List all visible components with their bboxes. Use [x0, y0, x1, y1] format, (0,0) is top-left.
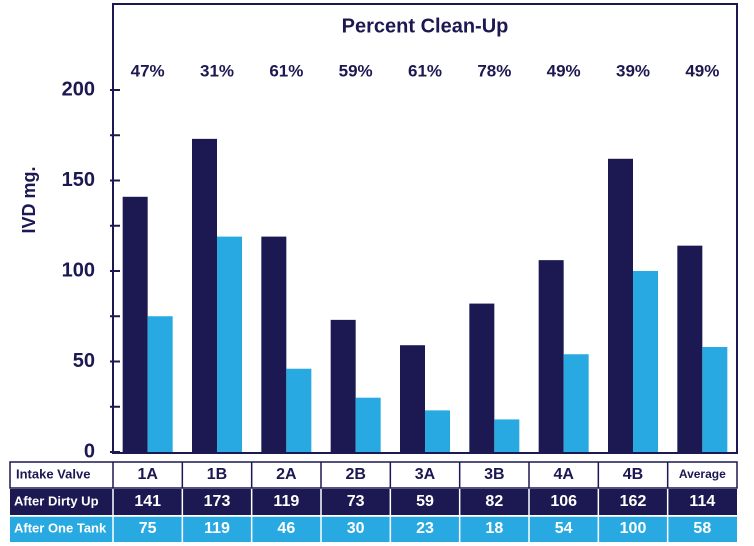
- chart-title: Percent Clean-Up: [342, 15, 509, 37]
- table-row-bg: [9, 461, 738, 489]
- category-label: 1A: [137, 466, 158, 483]
- category-label: 2A: [276, 466, 297, 483]
- table-row-bg: [10, 516, 737, 542]
- category-label: Average: [679, 467, 726, 481]
- percent-label: 39%: [616, 61, 650, 80]
- bar: [400, 345, 425, 452]
- percent-label: 31%: [200, 61, 234, 80]
- table-value: 173: [204, 493, 231, 510]
- bar: [702, 347, 728, 452]
- bar: [330, 319, 356, 452]
- y-tick-label: 150: [62, 169, 95, 191]
- bar: [538, 260, 564, 452]
- bar: [677, 245, 703, 452]
- category-label: 4B: [623, 466, 643, 483]
- category-label: 4A: [553, 466, 574, 483]
- bar: [563, 354, 589, 452]
- percent-label: 59%: [339, 61, 373, 80]
- table-value: 119: [204, 520, 230, 537]
- table-row-bg: [10, 489, 737, 515]
- percent-label: 78%: [477, 61, 511, 80]
- bar: [217, 236, 242, 452]
- percent-label: 49%: [547, 61, 581, 80]
- category-label: 3A: [415, 466, 436, 483]
- table-value: 23: [416, 520, 434, 537]
- table-value: 141: [134, 493, 161, 510]
- y-axis-label: IVD mg.: [19, 166, 39, 233]
- table-value: 162: [620, 493, 647, 510]
- y-tick-label: 0: [84, 440, 95, 462]
- bar: [286, 368, 312, 452]
- bar: [608, 158, 633, 452]
- bar: [469, 303, 495, 452]
- table-value: 18: [485, 520, 503, 537]
- category-label: 2B: [345, 466, 365, 483]
- bar: [261, 236, 287, 452]
- bar: [633, 271, 658, 452]
- bar: [122, 196, 148, 452]
- legend-label: After Dirty Up: [14, 493, 99, 508]
- bar: [192, 138, 217, 452]
- legend-label: After One Tank: [14, 520, 107, 535]
- table-value: 75: [139, 520, 157, 537]
- y-tick-label: 200: [62, 78, 95, 100]
- table-value: 59: [416, 493, 434, 510]
- y-tick-label: 50: [73, 350, 95, 372]
- table-value: 30: [347, 520, 365, 537]
- table-value: 100: [620, 520, 647, 537]
- table-value: 46: [277, 520, 295, 537]
- bar: [425, 410, 450, 452]
- percent-label: 49%: [685, 61, 719, 80]
- table-value: 82: [485, 493, 503, 510]
- table-value: 58: [693, 520, 711, 537]
- table-header: Intake Valve: [16, 466, 90, 481]
- table-value: 106: [550, 493, 577, 510]
- table-value: 114: [689, 493, 715, 510]
- percent-label: 61%: [408, 61, 442, 80]
- table-value: 54: [555, 520, 573, 537]
- y-tick-label: 100: [62, 259, 95, 281]
- table-value: 119: [273, 493, 299, 510]
- plot-frame: [112, 3, 738, 454]
- category-label: 3B: [484, 466, 504, 483]
- percent-label: 61%: [269, 61, 303, 80]
- bar: [494, 419, 520, 452]
- bar: [355, 397, 381, 452]
- bar: [147, 316, 173, 452]
- category-label: 1B: [207, 466, 227, 483]
- percent-label: 47%: [131, 61, 165, 80]
- table-value: 73: [347, 493, 365, 510]
